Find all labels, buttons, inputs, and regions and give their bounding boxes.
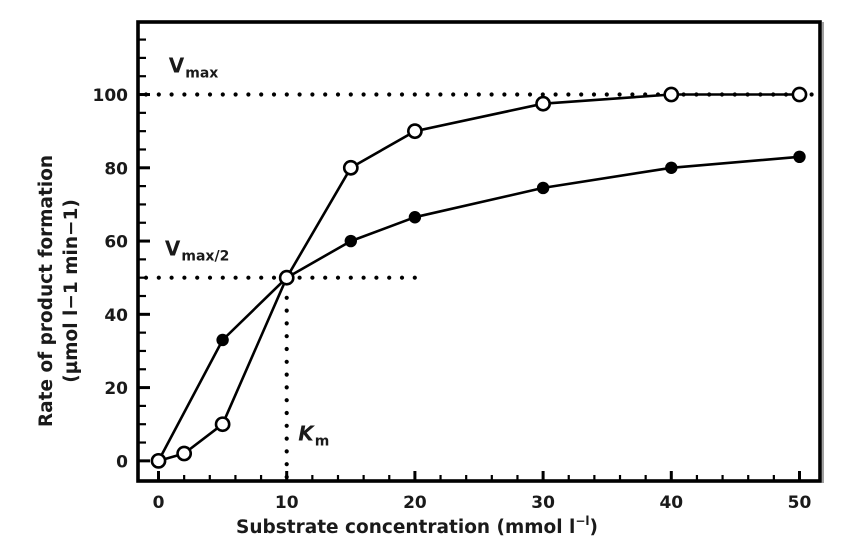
y-tick-label: 0 bbox=[116, 452, 128, 472]
vmax-half-label-main: V bbox=[165, 237, 181, 261]
x-axis-title-close: ) bbox=[590, 517, 598, 538]
x-axis-title-main: Substrate concentration (mmol l bbox=[236, 517, 575, 538]
reference-lines bbox=[143, 92, 821, 480]
vmax-label: Vmax bbox=[169, 54, 219, 82]
filled-circles-point bbox=[793, 150, 806, 164]
x-tick-label: 50 bbox=[788, 493, 812, 513]
filled-circles-point bbox=[536, 181, 550, 195]
y-tick-label: 80 bbox=[104, 159, 128, 179]
series-markers bbox=[150, 86, 808, 469]
x-tick-label: 20 bbox=[403, 493, 427, 513]
x-tick-label: 30 bbox=[531, 493, 555, 513]
filled-circles-line bbox=[157, 155, 800, 462]
plot-border bbox=[136, 20, 822, 483]
x-tick-label: 0 bbox=[153, 493, 165, 513]
km-label: Km bbox=[298, 422, 329, 450]
km-label-subscript: m bbox=[315, 434, 330, 450]
open-circles-point bbox=[342, 159, 359, 176]
open-circles-line bbox=[158, 93, 800, 463]
x-axis-title: Substrate concentration (mmol l−l) bbox=[236, 514, 598, 538]
open-circles-point bbox=[535, 95, 551, 112]
open-circles-point bbox=[214, 416, 231, 433]
open-circles-point bbox=[176, 445, 193, 462]
filled-circles-point bbox=[344, 234, 358, 248]
tick-labels: 0 10 20 30 40 50 0 20 40 60 80 100 bbox=[93, 86, 812, 513]
open-circles-point bbox=[663, 86, 680, 103]
vmax-half-label: Vmax/2 bbox=[165, 237, 229, 265]
x-axis-title-sup: −l bbox=[575, 514, 589, 528]
vmax-half-label-subscript: max/2 bbox=[181, 249, 229, 265]
y-tick-label: 20 bbox=[104, 379, 128, 399]
axis-ticks bbox=[138, 38, 801, 481]
open-circles-point bbox=[150, 452, 167, 469]
open-circles-point bbox=[278, 269, 295, 286]
y-tick-label: 40 bbox=[104, 306, 128, 326]
y-tick-label: 100 bbox=[93, 86, 129, 106]
y-axis-title-line1: Rate of product formation bbox=[36, 155, 57, 427]
x-tick-label: 40 bbox=[659, 493, 683, 513]
y-tick-label: 60 bbox=[104, 233, 128, 253]
series-lines bbox=[157, 93, 800, 463]
km-label-main: K bbox=[298, 422, 315, 446]
open-circles-point bbox=[791, 86, 808, 103]
vmax-label-main: V bbox=[169, 54, 185, 78]
filled-circles-point bbox=[216, 333, 229, 347]
x-tick-label: 10 bbox=[275, 493, 299, 513]
y-axis-title-line2: (µmol l−1 min−1) bbox=[61, 199, 82, 383]
filled-circles-point bbox=[408, 211, 422, 224]
vmax-label-subscript: max bbox=[185, 66, 218, 82]
open-circles-point bbox=[407, 123, 423, 140]
plot-frame bbox=[136, 20, 824, 483]
filled-circles-point bbox=[665, 161, 678, 174]
